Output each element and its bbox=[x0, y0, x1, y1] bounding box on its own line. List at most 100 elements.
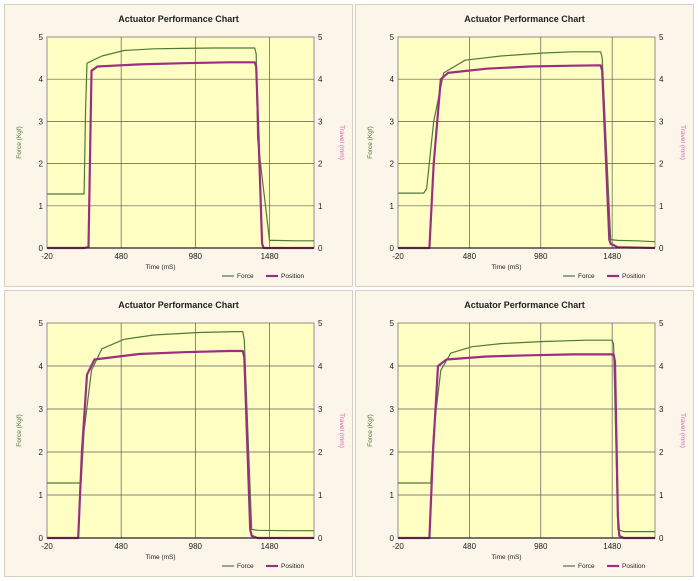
x-axis-title: Time (mS) bbox=[145, 554, 175, 561]
y-tick-label: 1 bbox=[39, 202, 44, 211]
x-tick-label: 1480 bbox=[261, 542, 279, 551]
chart-title: Actuator Performance Chart bbox=[464, 14, 585, 24]
y-tick-label: 4 bbox=[39, 362, 44, 371]
legend-label: Position bbox=[281, 563, 305, 570]
y-tick-label: 5 bbox=[390, 33, 395, 42]
y-tick-label: 5 bbox=[390, 319, 395, 328]
x-tick-label: -20 bbox=[392, 542, 404, 551]
y-axis-title: Force (Kgf) bbox=[367, 414, 374, 447]
x-tick-label: 480 bbox=[463, 252, 477, 261]
y2-tick-label: 3 bbox=[659, 117, 664, 126]
y-tick-label: 3 bbox=[390, 117, 395, 126]
series-force-line bbox=[398, 51, 656, 243]
y-tick-label: 3 bbox=[39, 405, 44, 414]
y-tick-label: 3 bbox=[390, 405, 395, 414]
y2-tick-label: 2 bbox=[659, 160, 664, 169]
y-tick-label: 4 bbox=[390, 362, 395, 371]
legend-label: Position bbox=[622, 563, 646, 570]
series-position-line bbox=[47, 61, 314, 250]
y-tick-label: 0 bbox=[390, 244, 395, 253]
x-axis-title: Time (mS) bbox=[491, 264, 521, 271]
series-force-line bbox=[47, 330, 314, 532]
x-tick-label: 1480 bbox=[603, 542, 621, 551]
y2-axis-title: Travel (mm) bbox=[679, 413, 686, 448]
x-axis-title: Time (mS) bbox=[491, 554, 521, 561]
chart-title: Actuator Performance Chart bbox=[464, 300, 585, 310]
legend-label: Position bbox=[622, 273, 646, 280]
y2-tick-label: 4 bbox=[318, 362, 323, 371]
y2-axis-title: Travel (mm) bbox=[338, 413, 345, 448]
y2-tick-label: 5 bbox=[318, 33, 323, 42]
y2-tick-label: 2 bbox=[659, 448, 664, 457]
y2-tick-label: 4 bbox=[318, 75, 323, 84]
y-axis-title: Force (Kgf) bbox=[16, 414, 23, 447]
x-tick-label: -20 bbox=[41, 542, 53, 551]
series-position-line bbox=[398, 64, 656, 250]
y2-tick-label: 1 bbox=[318, 491, 323, 500]
y2-tick-label: 0 bbox=[659, 534, 664, 543]
y-tick-label: 1 bbox=[39, 491, 44, 500]
y2-tick-label: 4 bbox=[659, 362, 664, 371]
x-tick-label: 480 bbox=[114, 252, 128, 261]
y-tick-label: 4 bbox=[390, 75, 395, 84]
legend-label: Force bbox=[578, 273, 595, 280]
series-position-line bbox=[47, 349, 314, 540]
y2-tick-label: 5 bbox=[318, 319, 323, 328]
legend-label: Position bbox=[281, 273, 305, 280]
y2-tick-label: 0 bbox=[659, 244, 664, 253]
y2-axis-title: Travel (mm) bbox=[338, 125, 345, 160]
series-position-line bbox=[398, 353, 655, 540]
chart-svg: Actuator Performance Chart -20 480 980 1480 0… bbox=[16, 14, 345, 280]
y-tick-label: 2 bbox=[39, 160, 44, 169]
legend-label: Force bbox=[578, 563, 595, 570]
y2-tick-label: 0 bbox=[318, 534, 323, 543]
y2-tick-label: 1 bbox=[659, 202, 664, 211]
x-tick-label: 1480 bbox=[603, 252, 621, 261]
legend-label: Force bbox=[237, 273, 254, 280]
y-tick-label: 4 bbox=[39, 75, 44, 84]
y2-tick-label: 3 bbox=[318, 405, 323, 414]
y-tick-label: 5 bbox=[39, 33, 44, 42]
chart-title: Actuator Performance Chart bbox=[118, 14, 239, 24]
chart-panel-4: Actuator Performance Chart -20 480 980 1480 0… bbox=[355, 290, 694, 577]
y-tick-label: 1 bbox=[390, 491, 395, 500]
chart-svg: Actuator Performance Chart -20 480 980 1480 0… bbox=[367, 300, 686, 570]
chart-svg: Actuator Performance Chart -20 480 980 1480 0… bbox=[16, 300, 345, 570]
y2-tick-label: 1 bbox=[318, 202, 323, 211]
x-tick-label: 980 bbox=[534, 252, 548, 261]
y-tick-label: 2 bbox=[390, 448, 395, 457]
x-tick-label: -20 bbox=[41, 252, 53, 261]
x-tick-label: 980 bbox=[189, 542, 203, 551]
y-tick-label: 0 bbox=[39, 244, 44, 253]
y-tick-label: 5 bbox=[39, 319, 44, 328]
legend-label: Force bbox=[237, 563, 254, 570]
chart-title: Actuator Performance Chart bbox=[118, 300, 239, 310]
y-tick-label: 2 bbox=[39, 448, 44, 457]
y2-tick-label: 1 bbox=[659, 491, 664, 500]
y2-tick-label: 5 bbox=[659, 33, 664, 42]
y2-tick-label: 4 bbox=[659, 75, 664, 84]
y2-tick-label: 3 bbox=[659, 405, 664, 414]
y-tick-label: 0 bbox=[390, 534, 395, 543]
y2-tick-label: 3 bbox=[318, 117, 323, 126]
chart-panel-1: Actuator Performance Chart -20 480 980 1480 0… bbox=[4, 4, 353, 287]
y-axis-title: Force (Kgf) bbox=[367, 126, 374, 159]
plot-area bbox=[46, 322, 315, 539]
x-tick-label: -20 bbox=[392, 252, 404, 261]
y-axis-title: Force (Kgf) bbox=[16, 126, 23, 159]
y2-tick-label: 5 bbox=[659, 319, 664, 328]
x-tick-label: 980 bbox=[534, 542, 548, 551]
x-tick-label: 980 bbox=[189, 252, 203, 261]
x-tick-label: 480 bbox=[114, 542, 128, 551]
x-axis-title: Time (mS) bbox=[145, 264, 175, 271]
y2-tick-label: 2 bbox=[318, 448, 323, 457]
chart-panel-2: Actuator Performance Chart -20 480 980 1480 0… bbox=[355, 4, 694, 287]
chart-panel-3: Actuator Performance Chart -20 480 980 1480 0… bbox=[4, 290, 353, 577]
chart-svg: Actuator Performance Chart -20 480 980 1480 0… bbox=[367, 14, 686, 280]
y2-axis-title: Travel (mm) bbox=[679, 125, 686, 160]
x-tick-label: 1480 bbox=[261, 252, 279, 261]
y2-tick-label: 2 bbox=[318, 160, 323, 169]
y-tick-label: 2 bbox=[390, 160, 395, 169]
y2-tick-label: 0 bbox=[318, 244, 323, 253]
